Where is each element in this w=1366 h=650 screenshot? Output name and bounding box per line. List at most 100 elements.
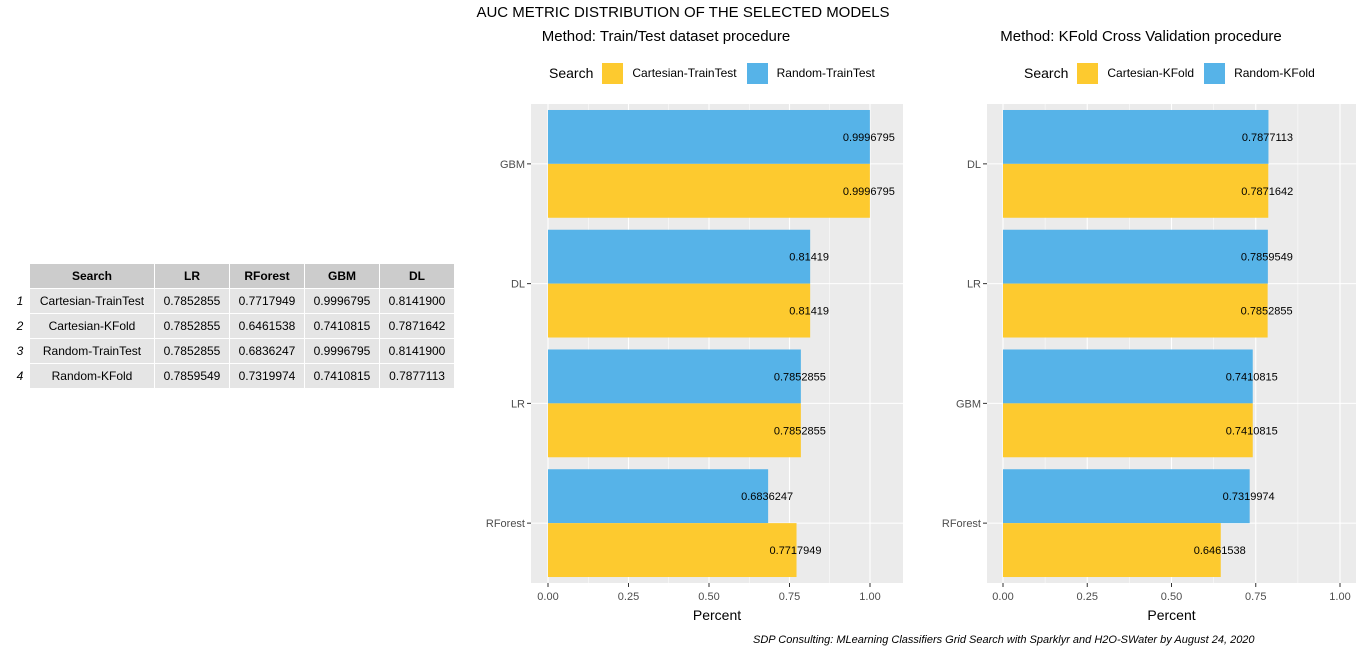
panel1-legend: Search Cartesian-TrainTest Random-TrainT…	[549, 61, 885, 85]
bar-value-label: 0.7871642	[1241, 186, 1293, 198]
legend-swatch-random-kfold	[1204, 62, 1226, 84]
y-tick-label: LR	[967, 279, 981, 291]
bar-value-label: 0.7852855	[1241, 306, 1293, 318]
legend-label-cartesian-traintest: Cartesian-TrainTest	[632, 66, 737, 80]
bar-value-label: 0.7852855	[774, 425, 826, 437]
cell-dl: 0.8141900	[379, 338, 455, 364]
panel2-legend: Search Cartesian-KFold Random-KFold	[1024, 61, 1325, 85]
auc-summary-table: Search LR RForest GBM DL 1 Cartesian-Tra…	[14, 264, 455, 389]
bar-value-label: 0.7410815	[1226, 371, 1278, 383]
legend-label-random-kfold: Random-KFold	[1234, 66, 1315, 80]
bar-value-label: 0.7410815	[1226, 425, 1278, 437]
legend-swatch-random-traintest	[746, 62, 768, 84]
bar-value-label: 0.81419	[789, 306, 829, 318]
cell-search: Cartesian-KFold	[29, 313, 155, 339]
bar-value-label: 0.7859549	[1241, 252, 1293, 264]
y-tick-label: LR	[511, 398, 525, 410]
cell-dl: 0.7871642	[379, 313, 455, 339]
x-tick-label: 0.00	[537, 591, 558, 603]
table-index-header	[14, 264, 30, 289]
cell-lr: 0.7852855	[154, 313, 230, 339]
table-header-search: Search	[29, 264, 155, 289]
x-tick-label: 0.50	[698, 591, 719, 603]
cell-rforest: 0.6461538	[229, 313, 305, 339]
bar-random-traintest-dl	[548, 229, 811, 284]
cell-lr: 0.7859549	[154, 363, 230, 389]
table-row: 4 Random-KFold 0.7859549 0.7319974 0.741…	[14, 363, 455, 389]
cell-gbm: 0.9996795	[304, 288, 380, 314]
x-tick-label: 1.00	[1329, 591, 1350, 603]
cell-gbm: 0.7410815	[304, 313, 380, 339]
bar-cartesian-traintest-lr	[548, 403, 801, 458]
x-tick-label: 0.00	[992, 591, 1013, 603]
table-row: 1 Cartesian-TrainTest 0.7852855 0.771794…	[14, 288, 455, 314]
bar-value-label: 0.7319974	[1223, 491, 1275, 503]
row-index: 1	[14, 288, 30, 314]
bar-cartesian-traintest-rforest	[548, 523, 797, 578]
legend-swatch-cartesian-traintest	[602, 62, 624, 84]
panel1-subtitle: Method: Train/Test dataset procedure	[541, 28, 791, 45]
footer-caption: SDP Consulting: MLearning Classifiers Gr…	[753, 634, 1255, 646]
table-header-gbm: GBM	[304, 264, 380, 289]
bar-value-label: 0.7877113	[1242, 132, 1293, 144]
y-tick-label: DL	[967, 159, 981, 171]
bar-value-label: 0.81419	[789, 252, 829, 264]
cell-search: Random-TrainTest	[29, 338, 155, 364]
bar-random-kfold-rforest	[1003, 469, 1250, 524]
bar-random-traintest-lr	[548, 349, 801, 404]
y-tick-label: GBM	[956, 398, 981, 410]
bar-cartesian-kfold-lr	[1003, 283, 1268, 338]
x-tick-label: 0.75	[1245, 591, 1266, 603]
bar-value-label: 0.9996795	[843, 186, 895, 198]
bar-random-traintest-rforest	[548, 469, 769, 524]
table-header-lr: LR	[154, 264, 230, 289]
y-tick-label: RForest	[942, 518, 981, 530]
cell-dl: 0.7877113	[379, 363, 455, 389]
panel2-subtitle: Method: KFold Cross Validation procedure	[1000, 28, 1282, 45]
x-tick-label: 1.00	[859, 591, 880, 603]
chart-main-title: AUC METRIC DISTRIBUTION OF THE SELECTED …	[476, 4, 890, 21]
table-header-rforest: RForest	[229, 264, 305, 289]
x-tick-label: 0.50	[1161, 591, 1182, 603]
row-index: 4	[14, 363, 30, 389]
legend-swatch-cartesian-kfold	[1077, 62, 1099, 84]
cell-lr: 0.7852855	[154, 338, 230, 364]
bar-value-label: 0.6461538	[1194, 545, 1246, 557]
bar-random-kfold-gbm	[1003, 349, 1253, 404]
bar-value-label: 0.6836247	[741, 491, 793, 503]
bar-cartesian-kfold-rforest	[1003, 523, 1221, 578]
y-tick-label: DL	[511, 279, 525, 291]
bar-random-kfold-dl	[1003, 109, 1269, 164]
bar-value-label: 0.9996795	[843, 132, 895, 144]
bar-cartesian-traintest-dl	[548, 283, 811, 338]
bar-random-traintest-gbm	[548, 109, 870, 164]
cell-lr: 0.7852855	[154, 288, 230, 314]
chart-panel-traintest: GBM 0.9996795 0.9996795 DL 0.81419 0.81419 LR 0…	[486, 104, 903, 623]
x-axis-title: Percent	[1147, 607, 1195, 623]
row-index: 2	[14, 313, 30, 339]
bar-random-kfold-lr	[1003, 229, 1268, 284]
legend-label-random-traintest: Random-TrainTest	[776, 66, 875, 80]
bar-value-label: 0.7852855	[774, 371, 826, 383]
x-axis-title: Percent	[693, 607, 741, 623]
legend-title: Search	[549, 65, 594, 81]
cell-search: Random-KFold	[29, 363, 155, 389]
cell-gbm: 0.9996795	[304, 338, 380, 364]
y-tick-label: GBM	[500, 159, 525, 171]
bar-cartesian-kfold-dl	[1003, 163, 1269, 218]
x-tick-label: 0.25	[618, 591, 639, 603]
table-header-dl: DL	[379, 264, 455, 289]
bar-cartesian-kfold-gbm	[1003, 403, 1253, 458]
cell-search: Cartesian-TrainTest	[29, 288, 155, 314]
y-tick-label: RForest	[486, 518, 525, 530]
cell-dl: 0.8141900	[379, 288, 455, 314]
legend-label-cartesian-kfold: Cartesian-KFold	[1107, 66, 1195, 80]
table-row: 3 Random-TrainTest 0.7852855 0.6836247 0…	[14, 338, 455, 364]
table-header-row: Search LR RForest GBM DL	[14, 264, 455, 289]
cell-rforest: 0.6836247	[229, 338, 305, 364]
cell-rforest: 0.7717949	[229, 288, 305, 314]
cell-rforest: 0.7319974	[229, 363, 305, 389]
table-row: 2 Cartesian-KFold 0.7852855 0.6461538 0.…	[14, 313, 455, 339]
row-index: 3	[14, 338, 30, 364]
